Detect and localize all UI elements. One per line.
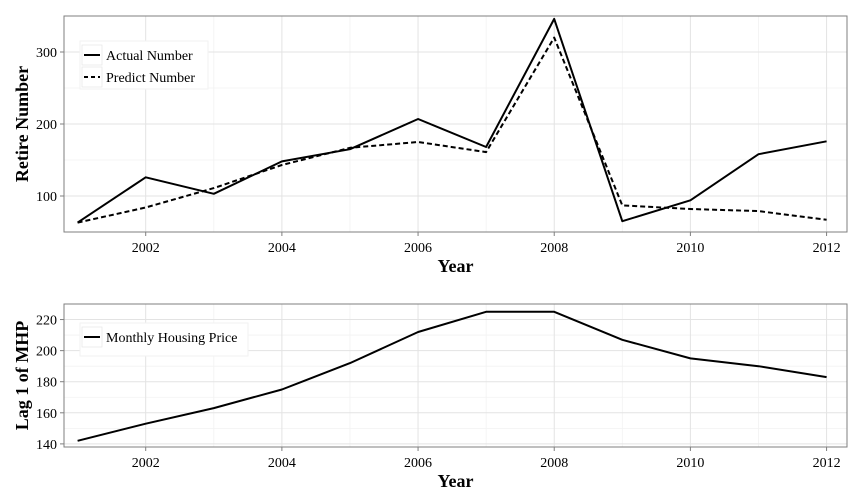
housing-price-chart: 2002 2004 2006 2008 2010 2012 140 160 180 200 220 Y… [12,303,848,491]
legend-label: Monthly Housing Price [106,331,237,346]
series-line-monthly-housing-price [77,310,827,442]
y-axis-title: Retire Number [12,66,32,182]
y-tick-label: 140 [36,438,57,453]
x-tick-label: 2004 [268,456,296,471]
retire-number-chart: 2002 2004 2006 2008 2010 2012 100 200 300 Year Ret… [12,15,848,276]
y-tick-label: 100 [36,190,57,205]
y-tick-label: 220 [36,314,57,329]
legend-box [79,322,249,357]
legend-label: Predict Number [106,71,195,86]
x-tick-label: 2002 [132,241,160,256]
x-tick-label: 2012 [813,241,841,256]
legend-label: Actual Number [106,49,193,64]
x-tick-label: 2006 [404,456,432,471]
series-line-predict-number [77,36,827,224]
y-tick-label: 200 [36,345,57,360]
y-tick-label: 200 [36,118,57,133]
x-tick-label: 2006 [404,241,432,256]
y-tick-label: 300 [36,46,57,61]
x-tick-label: 2004 [268,241,296,256]
x-tick-label: 2002 [132,456,160,471]
y-tick-label: 180 [36,376,57,391]
x-tick-label: 2010 [676,241,704,256]
plot-panel [63,303,848,448]
x-axis-title: Year [438,256,474,276]
x-tick-label: 2008 [540,456,568,471]
x-axis-title: Year [438,471,474,491]
x-tick-label: 2008 [540,241,568,256]
y-tick-label: 160 [36,407,57,422]
x-tick-label: 2010 [676,456,704,471]
y-axis-title: Lag 1 of MHP [12,321,32,431]
x-tick-label: 2012 [813,456,841,471]
